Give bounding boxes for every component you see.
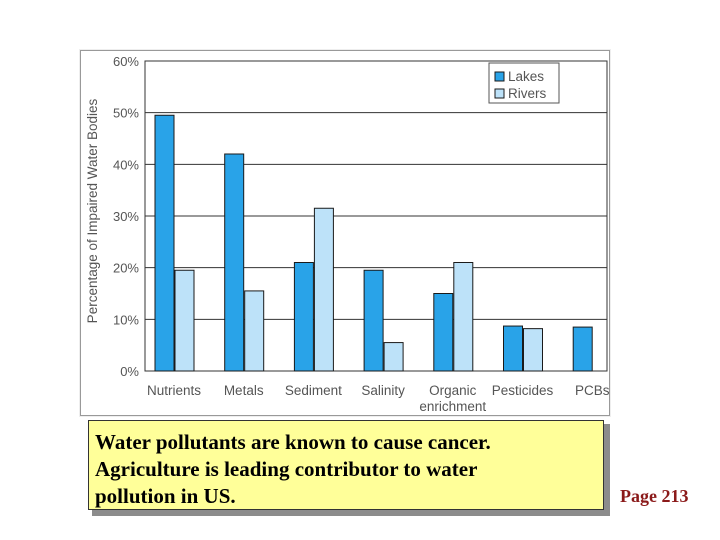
legend-label-rivers: Rivers <box>508 86 547 101</box>
caption-line-3: pollution in US. <box>95 484 236 508</box>
y-tick-label: 30% <box>113 209 139 224</box>
x-tick-label: PCBs <box>575 383 609 398</box>
y-tick-label: 40% <box>113 157 139 172</box>
legend-label-lakes: Lakes <box>508 69 544 84</box>
bar-rivers-salinity <box>383 342 404 372</box>
x-tick-label: Sediment <box>285 383 342 398</box>
x-tick-label: Metals <box>224 383 264 398</box>
bar-lakes-salinity <box>363 269 384 372</box>
x-tick-label: Salinity <box>361 383 405 398</box>
y-axis-label: Percentage of Impaired Water Bodies <box>85 98 100 323</box>
bar-lakes-metals <box>224 153 245 372</box>
y-tick-label: 60% <box>113 54 139 69</box>
bar-rivers-sediment <box>313 207 334 372</box>
bar-lakes-pcbs <box>572 326 593 372</box>
bar-rivers-nutrients <box>174 269 195 372</box>
y-tick-label: 10% <box>113 312 139 327</box>
bar-rivers-pesticides <box>523 328 543 372</box>
caption-box: Water pollutants are known to cause canc… <box>88 420 604 510</box>
x-tick-label: enrichment <box>419 399 486 414</box>
x-tick-label: Organic <box>429 383 477 398</box>
y-tick-label: 0% <box>120 364 139 379</box>
impaired-water-bodies-bar-chart: 0% 10% 20% 30% 40% 50% 60% Percentage of Impair… <box>85 54 609 414</box>
bar-lakes-pesticides <box>503 325 523 372</box>
bar-rivers-metals <box>244 290 265 372</box>
caption-line-1: Water pollutants are known to cause canc… <box>95 430 491 454</box>
legend-swatch-rivers <box>494 88 505 99</box>
bar-lakes-sediment <box>293 262 314 372</box>
bar-lakes-organic-enrichment <box>433 293 454 372</box>
caption-line-2: Agriculture is leading contributor to wa… <box>95 457 478 481</box>
legend-swatch-lakes <box>494 71 505 82</box>
x-tick-label: Nutrients <box>147 383 201 398</box>
chart-frame: 0% 10% 20% 30% 40% 50% 60% Percentage of Impair… <box>80 50 610 416</box>
page-reference: Page 213 <box>620 486 689 506</box>
bar-rivers-organic-enrichment <box>453 262 474 372</box>
bar-lakes-nutrients <box>154 114 175 372</box>
y-tick-label: 20% <box>113 261 139 276</box>
y-tick-label: 50% <box>113 106 139 121</box>
x-tick-label: Pesticides <box>492 383 554 398</box>
